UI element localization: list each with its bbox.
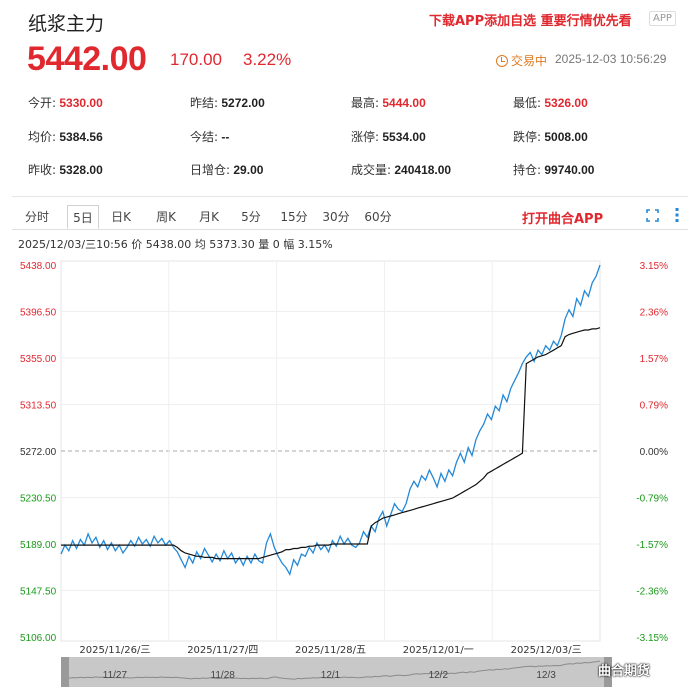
tab-3[interactable]: 周K	[156, 210, 176, 224]
navigator-label: 11/28	[211, 670, 236, 681]
stat-value: 5326.00	[541, 96, 588, 110]
quote-timestamp: 2025-12-03 10:56:29	[555, 52, 667, 66]
navigator-line	[68, 660, 601, 680]
pct-tick-label: 2.36%	[640, 308, 668, 319]
x-tick-label: 2025/11/28/五	[295, 645, 366, 656]
stat-item: 最低: 5326.00	[513, 94, 588, 111]
navigator-label: 11/27	[103, 670, 128, 681]
stat-value: --	[218, 130, 230, 144]
pct-tick-label: 0.00%	[640, 447, 668, 458]
fullscreen-icon[interactable]	[646, 209, 659, 222]
stat-label: 今结:	[190, 130, 219, 144]
y-tick-label: 5313.50	[20, 401, 57, 412]
x-tick-label: 2025/11/27/四	[187, 645, 258, 656]
stat-label: 今开:	[28, 96, 57, 110]
pct-tick-label: -1.57%	[636, 540, 668, 551]
stat-item: 昨结: 5272.00	[190, 94, 265, 111]
pct-tick-label: -0.79%	[636, 494, 668, 505]
navigator-label: 12/2	[429, 670, 449, 681]
trading-status-label: 交易中	[511, 54, 548, 68]
y-tick-label: 5230.50	[20, 494, 57, 505]
stat-label: 持仓:	[513, 163, 542, 177]
tab-underline	[12, 229, 688, 230]
tab-0[interactable]: 分时	[24, 210, 49, 224]
y-tick-label: 5355.00	[20, 354, 57, 365]
tab-1[interactable]: 5日	[67, 205, 99, 229]
stat-item: 今结: --	[190, 128, 229, 145]
stat-label: 跌停:	[513, 130, 542, 144]
tab-8[interactable]: 60分	[364, 210, 392, 224]
navigator-track[interactable]	[61, 657, 612, 687]
stat-label: 成交量:	[351, 163, 392, 177]
open-app-button[interactable]: 打开曲合APP	[522, 212, 604, 227]
stat-item: 成交量: 240418.00	[351, 161, 451, 178]
stat-label: 日增仓:	[190, 163, 231, 177]
y-tick-label: 5438.00	[20, 261, 57, 272]
stat-value: 5330.00	[56, 96, 103, 110]
x-tick-label: 2025/11/26/三	[79, 645, 150, 656]
price-change: 170.00	[170, 50, 222, 69]
more-icon[interactable]	[672, 207, 682, 223]
stat-value: 29.00	[230, 163, 264, 177]
stat-item: 昨收: 5328.00	[28, 161, 103, 178]
watermark: 曲合期货	[598, 664, 651, 679]
stat-value: 5272.00	[218, 96, 265, 110]
y-tick-label: 5106.00	[20, 633, 57, 644]
stat-item: 最高: 5444.00	[351, 94, 426, 111]
navigator-right-handle[interactable]	[604, 657, 612, 687]
stat-label: 涨停:	[351, 130, 380, 144]
stat-value: 5384.56	[56, 130, 103, 144]
navigator-label: 12/3	[536, 670, 556, 681]
stat-value: 99740.00	[541, 163, 595, 177]
navigator-left-handle[interactable]	[61, 657, 69, 687]
pct-tick-label: 1.57%	[640, 354, 668, 365]
stat-value: 240418.00	[391, 163, 452, 177]
period-tabs: 分时 5日 日K 周K 月K 5分 15分 30分 60分	[12, 205, 688, 231]
clock-icon	[496, 54, 508, 67]
stat-value: 5534.00	[379, 130, 426, 144]
app-badge: APP	[649, 11, 676, 26]
trading-status: 交易中	[496, 52, 547, 69]
intraday-5day-chart[interactable]: 5438.00 3.15% 5396.50 2.36% 5355.00 1.57% 5313…	[0, 250, 700, 687]
download-app-promo-link[interactable]: 下载APP添加自选 重要行情优先看	[429, 14, 632, 29]
stat-label: 最低:	[513, 96, 542, 110]
tab-6[interactable]: 15分	[280, 210, 308, 224]
navigator-label: 12/1	[321, 670, 341, 681]
stat-value: 5328.00	[56, 163, 103, 177]
stat-item: 均价: 5384.56	[28, 128, 103, 145]
x-tick-label: 2025/12/03/三	[511, 645, 582, 656]
stat-item: 涨停: 5534.00	[351, 128, 426, 145]
stat-item: 日增仓: 29.00	[190, 161, 263, 178]
y-tick-label: 5396.50	[20, 308, 57, 319]
y-tick-label: 5272.00	[20, 447, 57, 458]
y-tick-label: 5189.00	[20, 540, 57, 551]
pct-tick-label: 0.79%	[640, 401, 668, 412]
stat-item: 跌停: 5008.00	[513, 128, 588, 145]
stat-label: 最高:	[351, 96, 380, 110]
divider	[12, 196, 688, 197]
stat-item: 持仓: 99740.00	[513, 161, 594, 178]
price-change-percent: 3.22%	[243, 50, 292, 69]
y-tick-label: 5147.50	[20, 587, 57, 598]
stat-item: 今开: 5330.00	[28, 94, 103, 111]
tab-7[interactable]: 30分	[322, 210, 350, 224]
tab-4[interactable]: 月K	[199, 210, 219, 224]
crosshair-info: 2025/12/03/三10:56 价 5438.00 均 5373.30 量 …	[18, 238, 333, 251]
quote-header: 纸浆主力 下载APP添加自选 重要行情优先看 APP 5442.00 170.0…	[0, 0, 700, 195]
x-tick-label: 2025/12/01/一	[403, 645, 474, 656]
average-line	[61, 327, 601, 560]
pct-tick-label: -3.15%	[636, 633, 668, 644]
page-title: 纸浆主力	[28, 13, 105, 35]
stat-value: 5008.00	[541, 130, 588, 144]
pct-tick-label: 3.15%	[640, 261, 668, 272]
stat-label: 昨结:	[190, 96, 219, 110]
tab-5[interactable]: 5分	[241, 210, 261, 224]
stat-label: 均价:	[28, 130, 57, 144]
last-price: 5442.00	[27, 40, 147, 78]
stat-value: 5444.00	[379, 96, 426, 110]
stat-label: 昨收:	[28, 163, 57, 177]
pct-tick-label: -2.36%	[636, 587, 668, 598]
tab-2[interactable]: 日K	[111, 210, 131, 224]
